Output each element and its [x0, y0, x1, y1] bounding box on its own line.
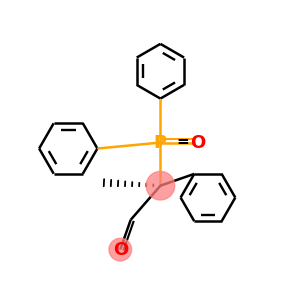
- Text: O: O: [113, 241, 128, 259]
- Circle shape: [146, 171, 175, 200]
- Text: O: O: [190, 134, 205, 152]
- Text: =: =: [176, 134, 189, 149]
- Circle shape: [109, 238, 132, 261]
- Text: P: P: [154, 134, 167, 152]
